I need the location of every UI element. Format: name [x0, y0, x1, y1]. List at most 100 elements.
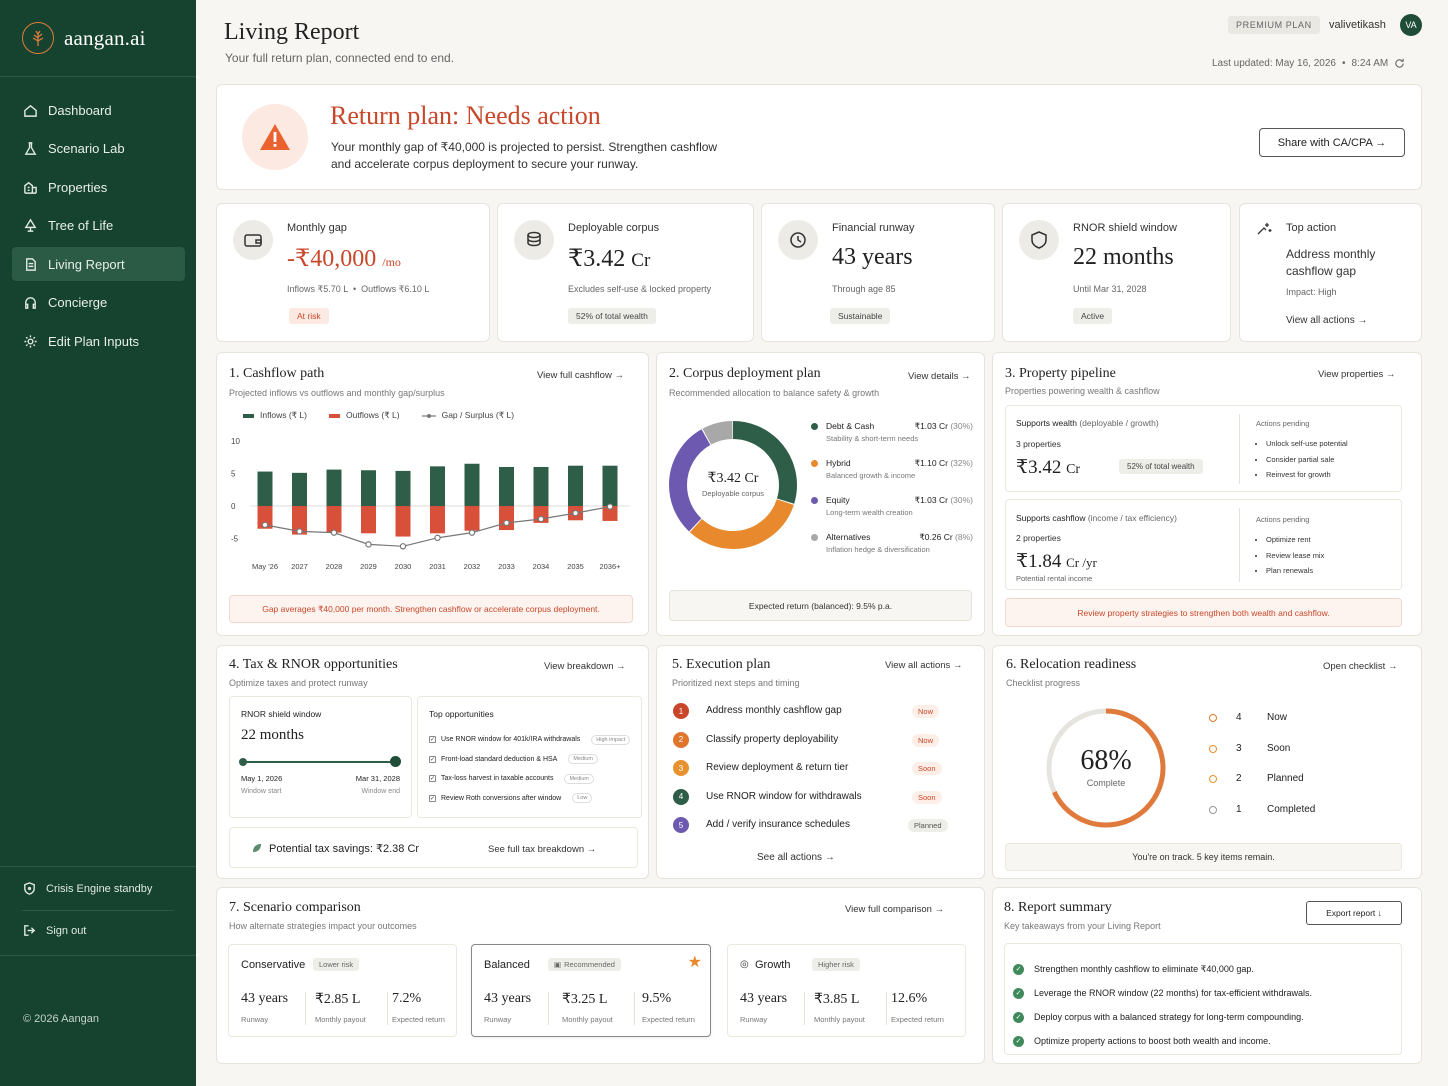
gap-point: [606, 503, 614, 510]
refresh-icon[interactable]: [1394, 58, 1405, 69]
sidebar-item-living-report[interactable]: Living Report: [12, 247, 185, 282]
scenario-growth[interactable]: Growth ◎ Higher risk 43 years Runway ₹3.85 L M…: [727, 944, 966, 1037]
logo[interactable]: aangan.ai: [22, 22, 146, 54]
opportunity-item[interactable]: ✓ Front-load standard deduction & HSA Medi…: [429, 750, 634, 770]
see-all-actions-link[interactable]: See all actions →: [757, 852, 835, 863]
rnor-window-box: RNOR shield window 22 months May 1, 2026…: [229, 696, 412, 818]
banner-text: Your monthly gap of ₹40,000 is projected…: [331, 139, 717, 173]
export-report-button[interactable]: Export report ↓: [1306, 901, 1402, 925]
outflow-bar: [430, 506, 445, 534]
outflow-bar: [257, 506, 273, 529]
username[interactable]: valivetikash: [1329, 19, 1386, 31]
sidebar-item-concierge[interactable]: Concierge: [12, 286, 185, 320]
sidebar-item-scenario-lab[interactable]: Scenario Lab: [12, 132, 185, 166]
main-content: Living Report Your full return plan, con…: [196, 0, 1448, 1086]
kpi-note: Through age 85: [832, 284, 896, 294]
opportunity-item[interactable]: ✓ Use RNOR window for 401k/IRA withdrawal…: [429, 730, 634, 750]
legend-swatch: [243, 413, 254, 418]
sidebar-item-properties[interactable]: Properties: [12, 170, 185, 204]
view-breakdown-link[interactable]: View breakdown →: [544, 661, 626, 672]
tax-savings-box: Potential tax savings: ₹2.38 Cr See full…: [229, 827, 638, 868]
step-item[interactable]: 2 Classify property deployability Now: [673, 731, 966, 760]
action-item: Unlock self-use potential: [1266, 436, 1348, 452]
ring-center: 68% Complete: [1043, 745, 1169, 788]
step-number: 1: [673, 703, 689, 719]
share-with-ca-button[interactable]: Share with CA/CPA →: [1259, 128, 1405, 157]
scenario-conservative[interactable]: Conservative Lower risk 43 years Runway ₹2.8…: [228, 944, 457, 1037]
risk-tag-label: Lower risk: [319, 960, 354, 969]
summary-text: Optimize property actions to boost both …: [1034, 1036, 1271, 1046]
step-item[interactable]: 5 Add / verify insurance schedules Planned: [673, 816, 966, 845]
inflow-bar: [361, 470, 376, 506]
sparkle-icon: [1257, 223, 1272, 235]
x-tick-label: 2032: [464, 562, 481, 571]
step-number: 2: [673, 731, 689, 748]
summary-item: ✓ Optimize property actions to boost both…: [1013, 1029, 1312, 1053]
full-tax-breakdown-link[interactable]: See full tax breakdown →: [488, 844, 597, 855]
metric-value: ₹3.85 L: [814, 992, 860, 1007]
view-details-link[interactable]: View details →: [908, 371, 971, 382]
impact-tag: High impact: [591, 734, 631, 745]
allocation-item: Equity ₹1.03 Cr (30%) Long-term wealth cre…: [811, 495, 973, 532]
step-text: Review deployment & return tier: [706, 762, 849, 773]
open-checklist-link[interactable]: Open checklist →: [1323, 661, 1398, 672]
opportunity-item[interactable]: ✓ Tax-loss harvest in taxable accounts Med…: [429, 769, 634, 789]
last-updated: Last updated: May 16, 2026 • 8:24 AM: [1212, 58, 1405, 69]
summary-card: 8. Report summary Key takeaways from you…: [992, 887, 1422, 1064]
sidebar-item-tree-of-life[interactable]: Tree of Life: [12, 209, 185, 243]
step-item[interactable]: 4 Use RNOR window for withdrawals Soon: [673, 788, 966, 817]
scenario-name: Balanced: [484, 959, 530, 971]
status-badge: Active: [1073, 308, 1113, 324]
sidebar-item-label: Scenario Lab: [48, 141, 125, 157]
headset-icon: [25, 297, 36, 310]
status-ring-icon: [1209, 744, 1217, 753]
ring-progress: [1046, 708, 1166, 828]
view-all-actions-link[interactable]: View all actions →: [885, 660, 963, 671]
step-text: Classify property deployability: [706, 733, 839, 745]
allocation-value: ₹1.10 Cr (32%): [915, 458, 973, 469]
view-all-actions-link[interactable]: View all actions →: [1286, 315, 1368, 326]
kpi-label: Financial runway: [832, 222, 915, 234]
view-full-comparison-link[interactable]: View full comparison →: [845, 904, 945, 915]
crisis-engine-label: Crisis Engine standby: [46, 882, 153, 895]
metric-label: Expected return: [392, 1015, 445, 1024]
actions-title: Actions pending: [1256, 419, 1310, 428]
crisis-engine-status[interactable]: Crisis Engine standby: [22, 881, 152, 896]
view-full-cashflow-link[interactable]: View full cashflow →: [537, 370, 624, 381]
risk-tag: ▣ Recommended: [548, 958, 621, 971]
step-item[interactable]: 1 Address monthly cashflow gap Now: [673, 702, 966, 731]
kpi-value: 43 years: [832, 244, 913, 270]
view-properties-link[interactable]: View properties →: [1318, 369, 1396, 380]
metric-value: 7.2%: [392, 991, 422, 1006]
risk-tag: Lower risk: [313, 958, 360, 971]
kpi-value: -₹40,000 /mo: [287, 244, 401, 273]
gear-icon: [24, 335, 37, 348]
step-item[interactable]: 3 Review deployment & return tier Soon: [673, 759, 966, 788]
scenario-balanced[interactable]: Balanced ▣ Recommended ★ 43 years Runway ₹3.25…: [471, 944, 711, 1037]
inflow-bar: [533, 467, 549, 506]
section-title: 7. Scenario comparison: [229, 900, 361, 915]
impact-label: Impact: High: [1286, 287, 1337, 297]
sign-out-button[interactable]: Sign out: [22, 923, 86, 938]
metric-divider: [804, 992, 805, 1025]
sidebar-item-edit-plan-inputs[interactable]: Edit Plan Inputs: [12, 325, 185, 359]
avatar[interactable]: VA: [1400, 14, 1422, 36]
growth-icon: ◎: [740, 959, 749, 970]
check-circle-icon: ✓: [1013, 963, 1024, 975]
step-number: 4: [673, 788, 689, 805]
corpus-unit: Cr: [631, 250, 651, 271]
kpi-label: RNOR shield window: [1073, 222, 1177, 234]
property-card: 3. Property pipeline Properties powering…: [992, 352, 1422, 636]
opportunity-text: Review Roth conversions after window: [441, 794, 562, 802]
summary-item: ✓ Deploy corpus with a balanced strategy …: [1013, 1005, 1312, 1029]
steps-list: 1 Address monthly cashflow gap Now 2 Classif…: [673, 702, 966, 845]
shield-icon: [1019, 220, 1059, 260]
alert-banner: Return plan: Needs action Your monthly g…: [216, 84, 1422, 190]
step-text: Address monthly cashflow gap: [706, 705, 842, 716]
rnor-value: 22 months: [241, 727, 304, 743]
sidebar-item-dashboard[interactable]: Dashboard: [12, 93, 185, 127]
opportunity-item[interactable]: ✓ Review Roth conversions after window Low: [429, 789, 634, 809]
metric-value: 12.6%: [891, 991, 928, 1006]
legend-count: 4: [1236, 712, 1242, 723]
inflow-bar: [602, 465, 618, 506]
